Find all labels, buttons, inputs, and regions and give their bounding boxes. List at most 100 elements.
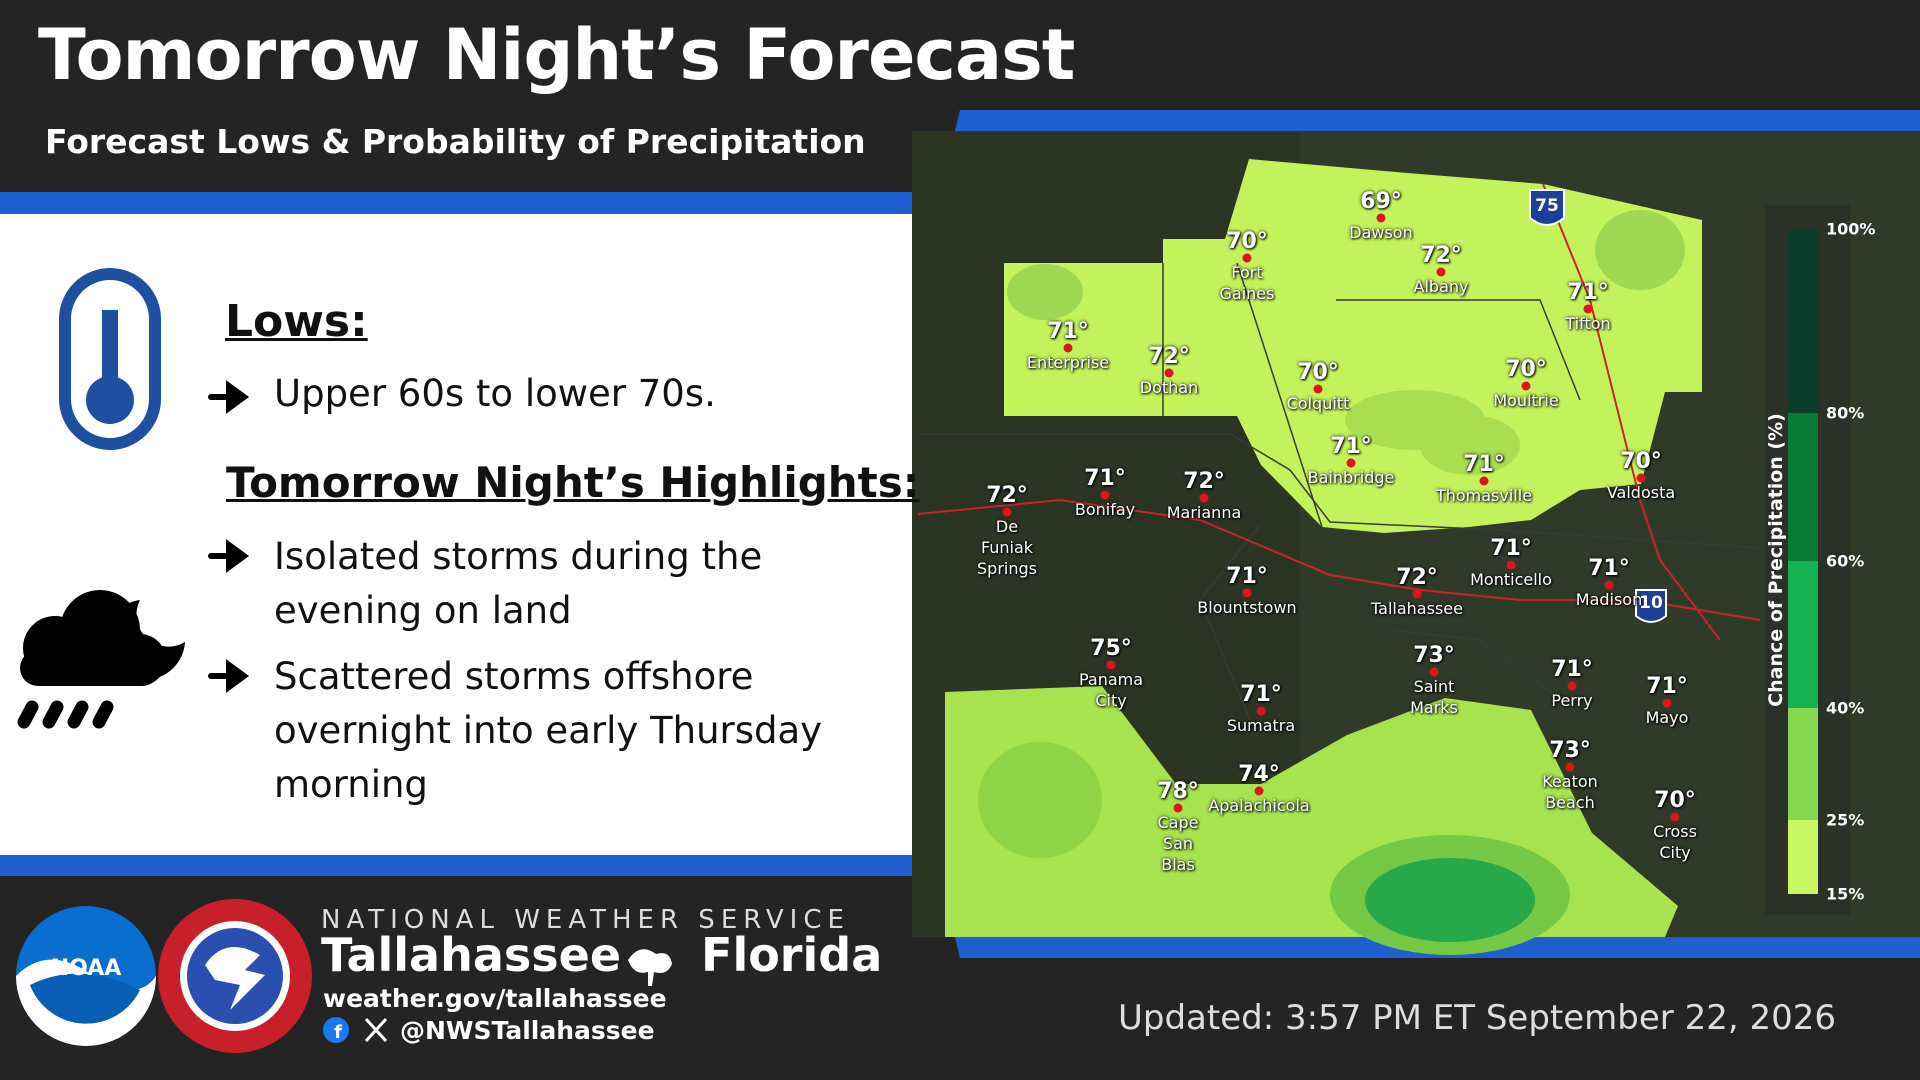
city-name: Cross City: [1653, 822, 1697, 862]
highlight-item: Scattered storms offshore overnight into…: [274, 655, 823, 806]
city-name: Blountstown: [1197, 598, 1297, 617]
updated: Updated: 3:57 PM ET September 22, 2026: [1118, 998, 1836, 1038]
city-name: Albany: [1413, 277, 1469, 296]
city-name: Enterprise: [1026, 353, 1110, 372]
title: Tomorrow Night’s Forecast: [38, 14, 1075, 96]
city-dot: [1412, 589, 1422, 599]
legend-tick-label: 25%: [1826, 810, 1865, 830]
svg-text:f: f: [334, 1022, 342, 1043]
highlight-item: Isolated storms during the evening on la…: [274, 535, 763, 632]
office-city: Tallahassee: [321, 928, 622, 982]
legend-tick-label: 40%: [1826, 698, 1865, 718]
city-low: 71°: [1463, 452, 1505, 477]
city-dot: [1106, 660, 1116, 670]
city-low: 72°: [1396, 565, 1438, 590]
city-name: Dawson: [1349, 223, 1413, 242]
city-low: 71°: [1646, 674, 1688, 699]
city-name: Bonifay: [1074, 500, 1136, 519]
city-dot: [1242, 588, 1252, 598]
city-low: 70°: [1297, 360, 1339, 385]
city-low: 72°: [1420, 243, 1462, 268]
city-name: Apalachicola: [1208, 796, 1310, 815]
city-name: Fort Gaines: [1219, 263, 1275, 303]
city-low: 72°: [986, 483, 1028, 508]
city-low: 72°: [1148, 344, 1190, 369]
city-dot: [1254, 786, 1264, 796]
city-dot: [1242, 253, 1252, 263]
lows-text: Upper 60s to lower 70s.: [274, 372, 716, 415]
legend-tick-label: 60%: [1826, 551, 1865, 571]
city-name: Dothan: [1139, 378, 1199, 397]
city-name: Cape San Blas: [1157, 813, 1199, 874]
office: Tallahassee Florida: [321, 928, 882, 982]
city-dot: [1506, 560, 1516, 570]
city-name: Marianna: [1166, 503, 1242, 522]
city-low: 70°: [1654, 788, 1696, 813]
city-low: 71°: [1047, 319, 1089, 344]
city-dot: [1164, 368, 1174, 378]
city-dot: [1662, 698, 1672, 708]
city-name: Perry: [1551, 691, 1593, 710]
city-name: Madison: [1575, 590, 1643, 609]
city-dot: [1565, 762, 1575, 772]
office-state: Florida: [701, 928, 883, 982]
social-handle[interactable]: @NWSTallahassee: [400, 1016, 655, 1045]
city-name: Saint Marks: [1410, 677, 1458, 717]
city-dot: [1173, 803, 1183, 813]
website[interactable]: weather.gov/tallahassee: [323, 984, 667, 1013]
city-dot: [1376, 213, 1386, 223]
city-low: 73°: [1549, 738, 1591, 763]
city-dot: [1346, 458, 1356, 468]
city-low: 71°: [1330, 434, 1372, 459]
legend-tick-label: 15%: [1826, 884, 1865, 904]
city-name: Bainbridge: [1307, 468, 1395, 487]
city-low: 71°: [1551, 657, 1593, 682]
city-name: Panama City: [1078, 670, 1144, 710]
subtitle: Forecast Lows & Probability of Precipita…: [45, 122, 866, 161]
city-low: 71°: [1490, 536, 1532, 561]
city-low: 70°: [1620, 449, 1662, 474]
city-low: 69°: [1360, 189, 1402, 214]
city-dot: [1199, 493, 1209, 503]
legend-tick-label: 80%: [1826, 403, 1865, 423]
city-low: 70°: [1226, 229, 1268, 254]
agency: NATIONAL WEATHER SERVICE: [321, 905, 850, 935]
city-dot: [1313, 384, 1323, 394]
lows-heading: Lows:: [225, 296, 368, 347]
city-name: Thomasville: [1435, 486, 1533, 505]
city-dot: [1100, 490, 1110, 500]
city-dot: [1670, 812, 1680, 822]
city-name: Mayo: [1645, 708, 1689, 727]
city-low: 71°: [1084, 466, 1126, 491]
city-name: Moultrie: [1493, 391, 1559, 410]
city-name: Monticello: [1470, 570, 1552, 589]
interstate-shield: 75: [1535, 196, 1559, 216]
city-name: Sumatra: [1226, 716, 1296, 735]
city-low: 71°: [1226, 564, 1268, 589]
city-dot: [1002, 507, 1012, 517]
city-dot: [1567, 681, 1577, 691]
city-low: 78°: [1157, 779, 1199, 804]
city-dot: [1604, 580, 1614, 590]
city-dot: [1479, 476, 1489, 486]
city-dot: [1583, 304, 1593, 314]
city-low: 70°: [1505, 357, 1547, 382]
highlights-heading: Tomorrow Night’s Highlights:: [226, 458, 920, 507]
city-dot: [1521, 381, 1531, 391]
noaa-logo-text: NOAA: [50, 956, 122, 981]
city-dot: [1063, 343, 1073, 353]
city-dot: [1636, 473, 1646, 483]
city-low: 72°: [1183, 469, 1225, 494]
city-low: 71°: [1588, 556, 1630, 581]
city-low: 75°: [1090, 636, 1132, 661]
city-name: Colquitt: [1286, 394, 1350, 413]
city-name: De Funiak Springs: [977, 517, 1037, 578]
city-low: 74°: [1238, 762, 1280, 787]
legend-tick-label: 100%: [1826, 219, 1876, 239]
city-name: Valdosta: [1606, 483, 1676, 502]
interstate-shield: 10: [1639, 593, 1663, 613]
city-low: 71°: [1240, 682, 1282, 707]
city-low: 71°: [1567, 280, 1609, 305]
